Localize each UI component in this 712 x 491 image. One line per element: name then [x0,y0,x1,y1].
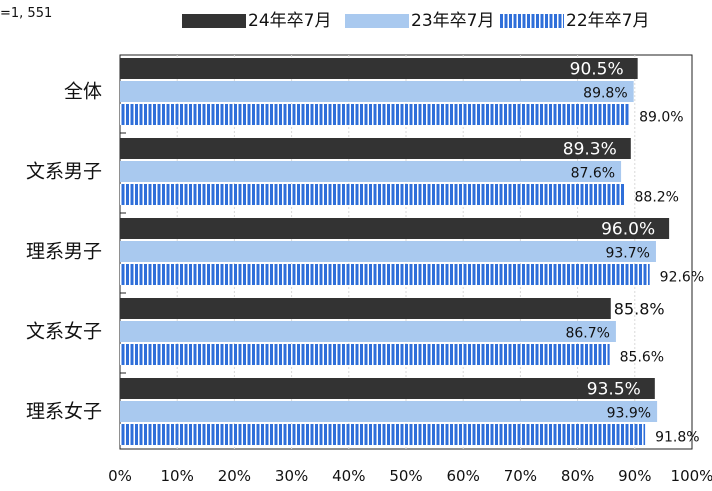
category-label: 理系女子 [26,401,102,423]
x-tick-label: 90% [618,467,651,485]
x-tick-label: 30% [275,467,308,485]
x-tick-label: 20% [218,467,251,485]
data-label: 92.6% [660,270,704,286]
data-label: 85.6% [620,350,664,366]
legend-label-23: 23年卒7月 [411,11,495,31]
data-label: 89.0% [639,110,683,126]
bar [120,104,630,125]
data-label: 90.5% [570,60,624,80]
x-tick-label: 80% [561,467,594,485]
x-tick-label: 100% [671,467,712,485]
bar [120,401,658,422]
data-label: 87.6% [571,166,615,182]
category-label: 文系女子 [26,321,102,343]
data-label: 88.2% [635,190,679,206]
legend-swatch-24 [182,14,246,28]
bar [120,58,638,79]
bar [120,81,634,102]
bar [120,378,655,399]
sample-size-note: =1, 551 [0,6,53,21]
bar [120,241,656,262]
category-label: 全体 [64,81,102,103]
x-tick-label: 10% [161,467,194,485]
legend-swatch-22 [500,14,564,28]
data-label: 91.8% [655,430,699,446]
bar [120,321,616,342]
data-label: 89.8% [583,86,627,102]
data-label: 93.7% [605,246,649,262]
data-label: 89.3% [563,140,617,160]
x-tick-label: 70% [504,467,537,485]
data-label: 86.7% [565,326,609,342]
data-label: 93.9% [607,406,651,422]
bar [120,138,631,159]
bar [120,298,611,319]
bar [120,184,625,205]
x-tick-label: 50% [389,467,422,485]
x-tick-label: 60% [447,467,480,485]
bar [120,344,610,365]
x-tick-label: 40% [332,467,365,485]
category-label: 理系男子 [26,241,102,263]
bar [120,264,650,285]
bar [120,161,622,182]
data-label: 93.5% [587,380,641,400]
legend-label-22: 22年卒7月 [566,11,650,31]
category-label: 文系男子 [26,161,102,183]
legend-label-24: 24年卒7月 [248,11,332,31]
bar [120,424,646,445]
legend-swatch-23 [345,14,409,28]
bar [120,218,670,239]
data-label: 96.0% [601,220,655,240]
data-label: 85.8% [614,300,665,319]
x-tick-label: 0% [108,467,132,485]
